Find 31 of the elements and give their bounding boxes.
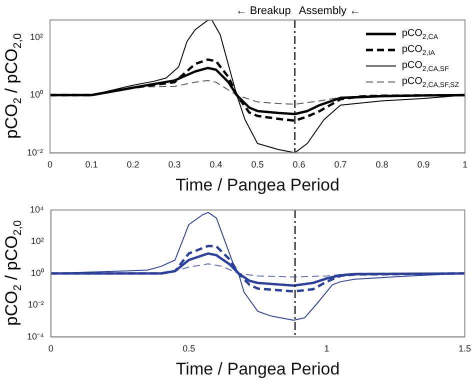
x-tick-label: 1: [462, 160, 468, 170]
y-tick-label: 10²: [30, 32, 44, 42]
x-axis-title: Time / Pangea Period: [176, 359, 340, 378]
x-tick-label: 0.4: [210, 160, 222, 170]
legend-label: pCO$_{2,CA}$: [402, 28, 438, 40]
y-tick-label: 10⁻²: [26, 147, 44, 158]
legend-label: pCO$_{2,IA}$: [402, 44, 435, 56]
y-tick-label: 10⁰: [30, 268, 44, 278]
x-tick-label: 0.7: [334, 160, 347, 170]
legend-label: pCO$_{2,CA,SF,SZ}$: [402, 76, 459, 88]
x-tick-label: 0.3: [168, 160, 181, 170]
x-axis-title: Time / Pangea Period: [176, 175, 340, 194]
x-tick-label: 0.8: [376, 160, 388, 170]
x-tick-label: 0.5: [251, 160, 264, 170]
x-tick-label: 1.5: [458, 344, 471, 354]
x-tick-label: 0.5: [182, 344, 196, 354]
x-tick-label: 0: [48, 160, 53, 170]
x-tick-label: 1: [324, 344, 330, 354]
text: Assembly ←: [298, 5, 361, 18]
text: ← Breakup: [236, 5, 291, 18]
y-tick-label: 10⁻²: [28, 300, 44, 310]
y-tick-label: 10⁰: [30, 90, 44, 100]
x-tick-label: 0.2: [126, 160, 140, 170]
y-tick-label: 10²: [30, 236, 44, 246]
x-tick-label: 0: [48, 344, 54, 354]
x-tick-label: 0.9: [417, 160, 430, 170]
legend-label: pCO$_{2,CA,SF}$: [402, 60, 449, 72]
x-tick-label: 0.1: [85, 160, 98, 170]
y-tick-label: 10⁴: [30, 204, 44, 214]
x-tick-label: 0.6: [292, 160, 306, 170]
y-tick-label: 10⁻⁴: [26, 331, 44, 342]
